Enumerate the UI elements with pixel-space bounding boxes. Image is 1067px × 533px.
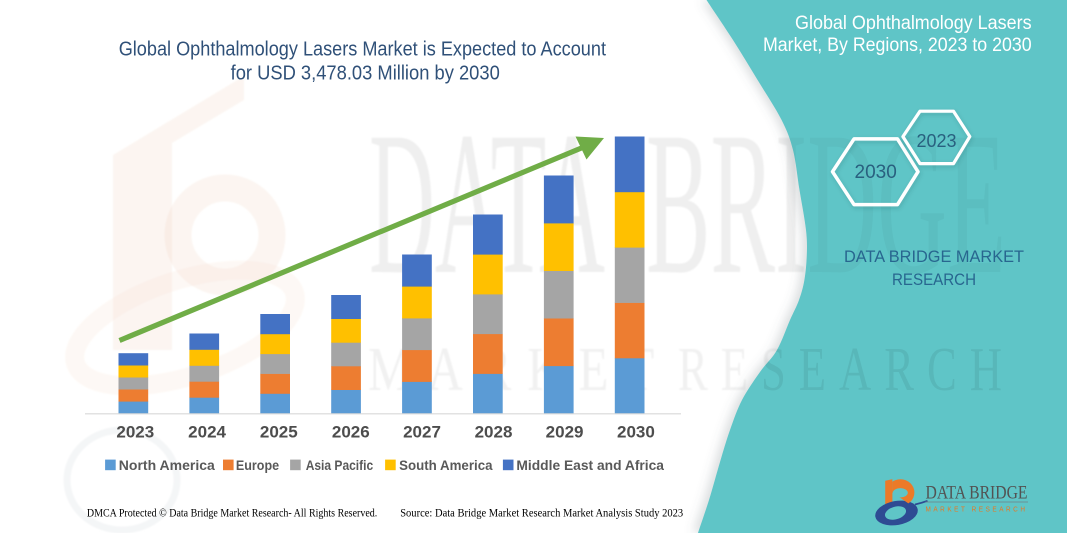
svg-text:2029: 2029 — [546, 423, 584, 442]
svg-text:Global Ophthalmology Lasers Ma: Global Ophthalmology Lasers Market is Ex… — [119, 39, 607, 61]
svg-text:2030: 2030 — [617, 423, 655, 442]
svg-text:RESEARCH: RESEARCH — [892, 270, 976, 289]
svg-text:Middle East and Africa: Middle East and Africa — [516, 457, 664, 473]
svg-text:DATA BRIDGE MARKET: DATA BRIDGE MARKET — [844, 247, 1024, 266]
svg-text:2026: 2026 — [332, 423, 370, 442]
svg-text:2030: 2030 — [855, 162, 897, 183]
svg-text:Global Ophthalmology Lasers: Global Ophthalmology Lasers — [795, 13, 1032, 34]
svg-text:Asia Pacific: Asia Pacific — [306, 457, 374, 473]
svg-text:Market, By Regions, 2023 to 20: Market, By Regions, 2023 to 2030 — [763, 35, 1032, 56]
svg-text:2024: 2024 — [188, 423, 226, 442]
svg-text:MARKET RESEARCH: MARKET RESEARCH — [926, 505, 1028, 514]
svg-text:South America: South America — [399, 457, 493, 473]
svg-text:DATA BRIDGE: DATA BRIDGE — [926, 483, 1028, 504]
svg-text:Europe: Europe — [236, 457, 279, 473]
svg-text:2025: 2025 — [260, 423, 298, 442]
svg-text:2023: 2023 — [916, 131, 956, 151]
svg-text:DMCA Protected © Data Bridge M: DMCA Protected © Data Bridge Market Rese… — [87, 508, 378, 520]
svg-text:Source: Data Bridge Market Res: Source: Data Bridge Market Research Mark… — [400, 508, 683, 520]
svg-text:2023: 2023 — [116, 423, 154, 442]
svg-text:2027: 2027 — [403, 423, 441, 442]
svg-text:2028: 2028 — [475, 423, 513, 442]
svg-text:for USD 3,478.03 Million by 20: for USD 3,478.03 Million by 2030 — [231, 63, 500, 85]
svg-text:North America: North America — [119, 457, 215, 473]
